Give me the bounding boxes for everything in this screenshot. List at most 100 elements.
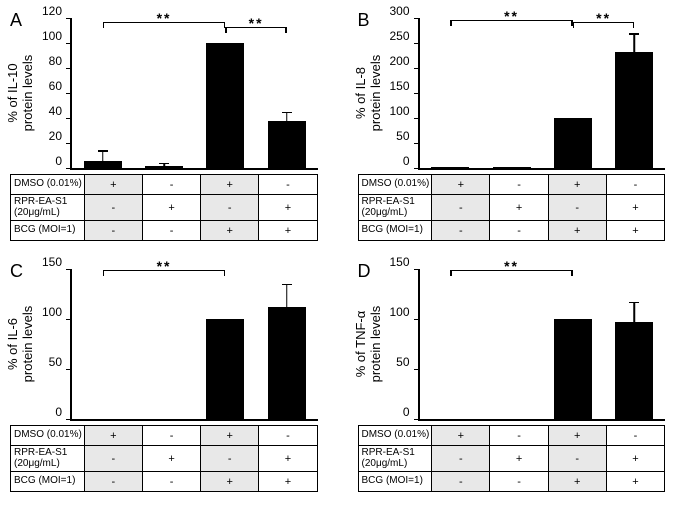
bar-slot <box>195 18 256 168</box>
bars-container <box>72 18 318 168</box>
condition-table: DMSO (0.01%)+-+-RPR-EA-S1(20μg/mL)-+-+BC… <box>10 425 318 492</box>
y-tick-label: 40 <box>32 104 62 118</box>
significance-label: ** <box>157 10 172 26</box>
y-tick-label: 150 <box>380 79 410 93</box>
y-tick-label: 120 <box>32 4 62 18</box>
condition-cell: - <box>606 426 664 446</box>
bar <box>206 43 244 168</box>
error-bar <box>286 113 288 121</box>
bars-container <box>420 18 666 168</box>
chart-area: % of TNF-αprotein levels050100150** <box>418 269 666 421</box>
bar <box>206 319 244 419</box>
row-label: DMSO (0.01%) <box>11 175 85 195</box>
row-label: DMSO (0.01%) <box>358 175 432 195</box>
error-cap <box>98 150 108 152</box>
error-bar <box>634 35 636 53</box>
bar-slot <box>604 18 665 168</box>
condition-cell: - <box>201 446 259 472</box>
condition-cell: + <box>606 221 664 241</box>
chart-area: % of IL-8protein levels05010015020025030… <box>418 18 666 170</box>
bar <box>84 161 122 169</box>
condition-cell: - <box>142 426 200 446</box>
bar-slot <box>72 18 133 168</box>
condition-cell: + <box>606 446 664 472</box>
table-row: RPR-EA-S1(20μg/mL)-+-+ <box>358 195 665 221</box>
bars-container <box>72 269 318 419</box>
y-tick-label: 0 <box>32 154 62 168</box>
bar-slot <box>256 269 317 419</box>
bar-slot <box>133 269 194 419</box>
condition-cell: - <box>548 446 606 472</box>
y-tick-label: 100 <box>32 29 62 43</box>
condition-cell: + <box>548 221 606 241</box>
y-axis-label: % of IL-8protein levels <box>353 23 383 163</box>
y-tick-label: 0 <box>380 154 410 168</box>
condition-cell: + <box>201 472 259 492</box>
bar-slot <box>420 269 481 419</box>
y-tick-label: 250 <box>380 29 410 43</box>
condition-cell: + <box>259 221 317 241</box>
bar-slot <box>604 269 665 419</box>
significance-label: ** <box>504 8 519 24</box>
table-row: RPR-EA-S1(20μg/mL)-+-+ <box>11 446 318 472</box>
error-cap <box>159 163 169 165</box>
table-row: BCG (MOI=1)--++ <box>11 472 318 492</box>
error-bar <box>286 285 288 307</box>
y-tick-label: 100 <box>380 305 410 319</box>
panel-C: C% of IL-6protein levels050100150**DMSO … <box>10 261 328 492</box>
bar <box>493 167 531 168</box>
y-tick-label: 20 <box>32 129 62 143</box>
bar-slot <box>420 18 481 168</box>
condition-cell: + <box>432 426 490 446</box>
y-tick-label: 100 <box>32 305 62 319</box>
chart-area: % of IL-6protein levels050100150** <box>70 269 318 421</box>
y-tick-label: 50 <box>380 355 410 369</box>
y-tick-label: 50 <box>32 355 62 369</box>
row-label: RPR-EA-S1(20μg/mL) <box>11 195 85 221</box>
significance-label: ** <box>596 10 611 26</box>
bar <box>615 322 653 419</box>
condition-cell: - <box>548 195 606 221</box>
condition-cell: + <box>548 426 606 446</box>
condition-cell: + <box>142 195 200 221</box>
condition-cell: - <box>84 195 142 221</box>
condition-cell: - <box>606 175 664 195</box>
panel-A: A% of IL-10protein levels020406080100120… <box>10 10 328 241</box>
chart-area: % of IL-10protein levels020406080100120*… <box>70 18 318 170</box>
y-tick-label: 0 <box>32 405 62 419</box>
condition-cell: - <box>490 472 548 492</box>
bars-container <box>420 269 666 419</box>
condition-cell: - <box>84 221 142 241</box>
bar <box>554 118 592 168</box>
y-axis-label: % of TNF-αprotein levels <box>353 274 383 414</box>
bar-slot <box>542 18 603 168</box>
table-row: DMSO (0.01%)+-+- <box>358 426 665 446</box>
row-label: BCG (MOI=1) <box>358 221 432 241</box>
condition-cell: + <box>259 446 317 472</box>
condition-cell: + <box>432 175 490 195</box>
condition-cell: - <box>142 221 200 241</box>
condition-cell: + <box>201 175 259 195</box>
condition-cell: - <box>142 175 200 195</box>
condition-cell: - <box>84 472 142 492</box>
condition-cell: + <box>201 221 259 241</box>
condition-cell: + <box>490 195 548 221</box>
bar-slot <box>133 18 194 168</box>
bar-slot <box>481 269 542 419</box>
condition-cell: - <box>259 175 317 195</box>
table-row: BCG (MOI=1)--++ <box>11 221 318 241</box>
table-row: BCG (MOI=1)--++ <box>358 221 665 241</box>
bar <box>554 319 592 419</box>
bar <box>268 121 306 169</box>
y-axis-label: % of IL-6protein levels <box>5 274 35 414</box>
condition-cell: - <box>84 446 142 472</box>
row-label: RPR-EA-S1(20μg/mL) <box>358 195 432 221</box>
row-label: RPR-EA-S1(20μg/mL) <box>358 446 432 472</box>
condition-table: DMSO (0.01%)+-+-RPR-EA-S1(20μg/mL)-+-+BC… <box>358 425 666 492</box>
bar-slot <box>481 18 542 168</box>
y-tick-label: 150 <box>380 255 410 269</box>
condition-cell: - <box>490 221 548 241</box>
y-tick-label: 50 <box>380 129 410 143</box>
table-row: DMSO (0.01%)+-+- <box>358 175 665 195</box>
y-tick-label: 200 <box>380 54 410 68</box>
